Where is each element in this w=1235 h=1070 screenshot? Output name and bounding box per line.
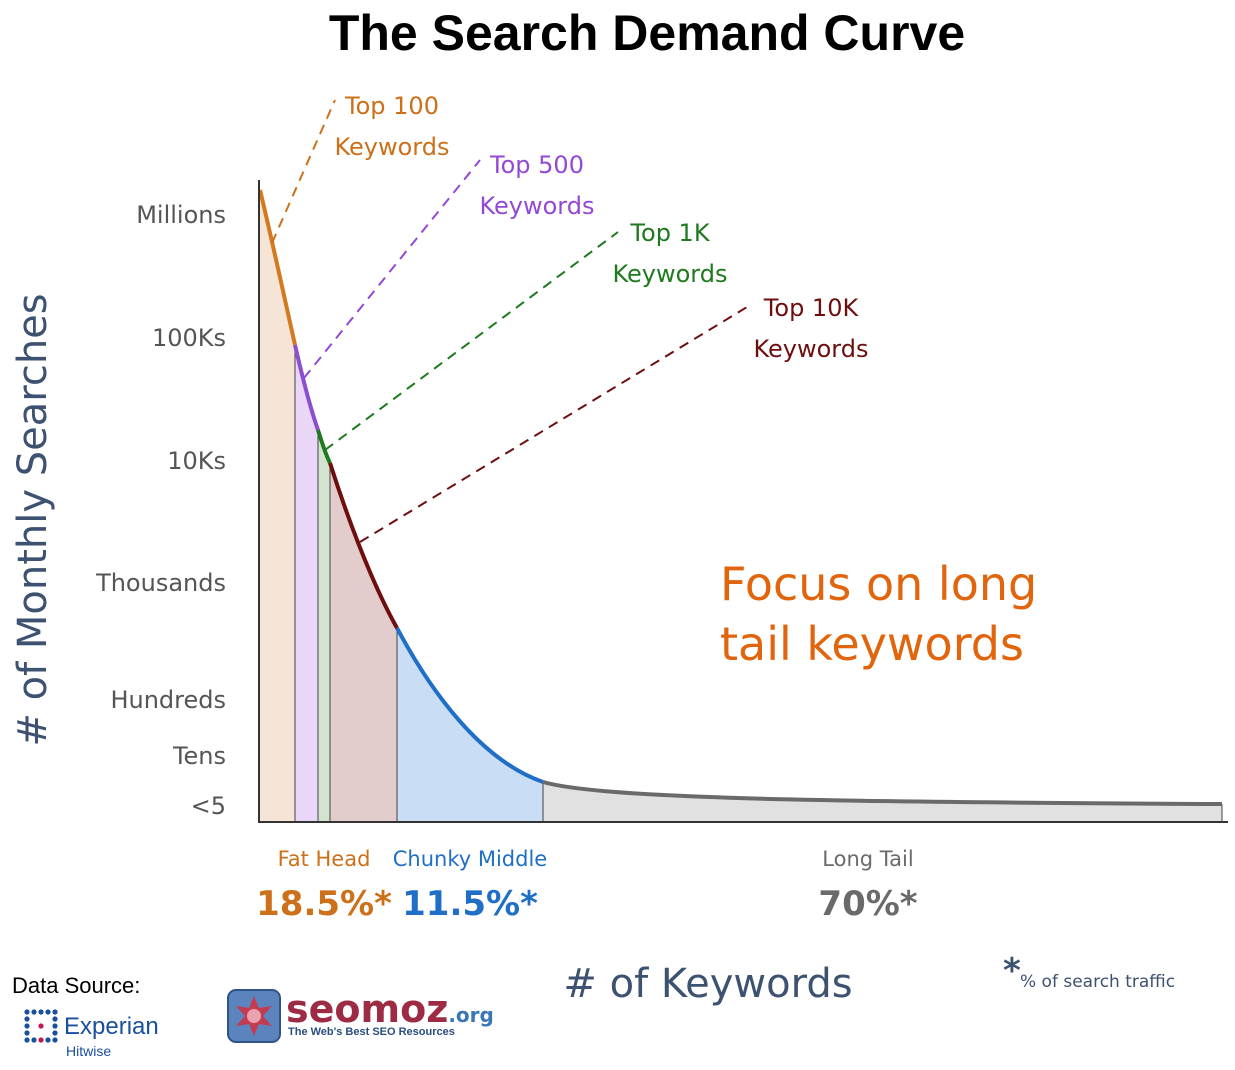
curve-top1k — [316, 429, 332, 464]
callout-label: Top 1K — [629, 219, 710, 247]
data-source-label: Data Source: — [12, 973, 140, 998]
experian-wordmark: Experian — [64, 1013, 159, 1040]
curve-chunky-middle — [395, 627, 544, 784]
callout-label: Keywords — [334, 133, 449, 161]
chart-title: The Search Demand Curve — [329, 5, 965, 61]
seomoz-wordmark: seomoz.org — [286, 987, 494, 1031]
segment-share: 11.5%* — [402, 884, 538, 924]
segment-share: 18.5%* — [256, 884, 392, 924]
curve-top10k — [328, 462, 399, 629]
callout-leader-top500 — [303, 159, 481, 379]
curve-long-tail — [542, 780, 1223, 806]
seomoz-star-icon — [236, 996, 272, 1036]
y-tick-label: Tens — [172, 742, 226, 770]
annotation-line: Focus on long — [720, 557, 1037, 611]
footnote-text: % of search traffic — [1020, 972, 1175, 992]
y-tick-label: 10Ks — [167, 447, 226, 475]
annotation-line: tail keywords — [720, 617, 1024, 671]
segment-share: 70%* — [818, 884, 917, 924]
callout-label: Keywords — [753, 335, 868, 363]
curve-top500 — [293, 344, 320, 431]
curve-top100 — [258, 189, 297, 346]
callout-label: Keywords — [479, 192, 594, 220]
experian-dots-icon — [24, 1009, 58, 1043]
segment-chunky-middle: Chunky Middle 11.5%* — [393, 847, 547, 924]
callout-label: Top 500 — [489, 151, 584, 179]
footnote: * % of search traffic — [1003, 951, 1175, 992]
y-tick-label: Thousands — [95, 569, 226, 597]
segment-label: Chunky Middle — [393, 847, 547, 871]
focus-annotation: Focus on long tail keywords — [720, 557, 1037, 671]
callout-top500: Top 500 Keywords — [479, 151, 594, 220]
seomoz-tagline: The Web's Best SEO Resources — [288, 1026, 455, 1038]
region-top500-fill — [295, 345, 318, 822]
y-axis-title: # of Monthly Searches — [10, 293, 56, 746]
segment-label: Fat Head — [278, 847, 371, 871]
segment-long-tail: Long Tail 70%* — [818, 847, 917, 924]
region-top100-fill — [260, 190, 295, 822]
callout-leader-top100 — [271, 99, 336, 244]
segment-dividers — [294, 345, 1223, 822]
footnote-mark: * — [1003, 951, 1021, 991]
region-top10k-fill — [330, 463, 397, 822]
callout-leader-top10k — [359, 303, 753, 543]
y-tick-label: Millions — [136, 201, 226, 229]
axes — [258, 180, 1228, 823]
segment-label: Long Tail — [822, 847, 913, 871]
y-tick-labels: Millions 100Ks 10Ks Thousands Hundreds T… — [95, 201, 226, 820]
y-tick-label: <5 — [191, 792, 226, 820]
y-tick-label: Hundreds — [110, 686, 226, 714]
seomoz-logo: seomoz.org The Web's Best SEO Resources — [227, 987, 494, 1043]
callout-label: Top 100 — [344, 92, 439, 120]
hitwise-wordmark: Hitwise — [66, 1043, 111, 1059]
callout-label: Top 10K — [763, 294, 860, 322]
callout-top1k: Top 1K Keywords — [612, 219, 727, 288]
experian-logo: Experian Hitwise — [24, 1009, 159, 1059]
callout-top10k: Top 10K Keywords — [753, 294, 868, 363]
callout-leader-top1k — [324, 231, 619, 451]
y-tick-label: 100Ks — [152, 324, 226, 352]
segment-fat-head: Fat Head 18.5%* — [256, 847, 392, 924]
region-chunky-middle-fill — [397, 628, 543, 822]
callout-label: Keywords — [612, 260, 727, 288]
region-top1k-fill — [318, 430, 330, 822]
callout-top100: Top 100 Keywords — [334, 92, 449, 161]
x-axis-title: # of Keywords — [563, 961, 852, 1007]
